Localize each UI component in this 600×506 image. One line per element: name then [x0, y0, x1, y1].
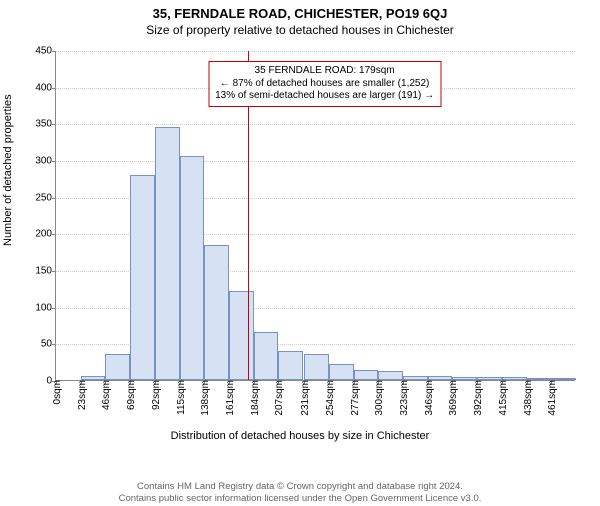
ytick-label: 350: [35, 119, 52, 130]
ytick-label: 200: [35, 229, 52, 240]
xtick-label: 323sqm: [399, 380, 410, 416]
page-title-line1: 35, FERNDALE ROAD, CHICHESTER, PO19 6QJ: [0, 6, 600, 21]
xtick-label: 415sqm: [498, 380, 509, 416]
xtick-label: 46sqm: [101, 380, 112, 410]
ytick-label: 100: [35, 302, 52, 313]
xtick-label: 184sqm: [250, 380, 261, 416]
gridline-h: [56, 124, 575, 125]
histogram-bar: [155, 127, 180, 380]
histogram-bar: [378, 371, 403, 380]
xtick-label: 254sqm: [325, 380, 336, 416]
xtick-label: 461sqm: [547, 380, 558, 416]
chart-container: Number of detached properties 0501001502…: [0, 46, 600, 446]
ytick-mark: [52, 51, 56, 52]
histogram-bar: [354, 370, 379, 380]
ytick-mark: [52, 88, 56, 89]
ytick-mark: [52, 124, 56, 125]
xtick-label: 346sqm: [424, 380, 435, 416]
histogram-bar: [204, 245, 229, 380]
xtick-label: 23sqm: [77, 380, 88, 410]
ytick-label: 450: [35, 46, 52, 57]
xtick-label: 231sqm: [300, 380, 311, 416]
x-axis-label: Distribution of detached houses by size …: [0, 430, 600, 442]
annotation-line: 13% of semi-detached houses are larger (…: [215, 90, 434, 103]
ytick-mark: [52, 161, 56, 162]
xtick-label: 207sqm: [274, 380, 285, 416]
gridline-h: [56, 51, 575, 52]
xtick-label: 300sqm: [374, 380, 385, 416]
histogram-bar: [180, 156, 205, 380]
histogram-bar: [304, 354, 329, 380]
footer-line2: Contains public sector information licen…: [0, 493, 600, 504]
xtick-label: 277sqm: [350, 380, 361, 416]
ytick-label: 250: [35, 192, 52, 203]
histogram-bar: [278, 351, 303, 380]
histogram-bar: [229, 291, 254, 380]
ytick-mark: [52, 234, 56, 235]
histogram-bar: [105, 354, 130, 380]
xtick-label: 92sqm: [151, 380, 162, 410]
footer-attribution: Contains HM Land Registry data © Crown c…: [0, 481, 600, 504]
ytick-mark: [52, 271, 56, 272]
ytick-label: 300: [35, 156, 52, 167]
page-title-line2: Size of property relative to detached ho…: [0, 23, 600, 37]
ytick-label: 400: [35, 82, 52, 93]
annotation-box: 35 FERNDALE ROAD: 179sqm← 87% of detache…: [208, 61, 441, 107]
xtick-label: 0sqm: [52, 380, 63, 404]
xtick-label: 138sqm: [200, 380, 211, 416]
xtick-label: 392sqm: [473, 380, 484, 416]
xtick-label: 115sqm: [176, 380, 187, 415]
ytick-label: 150: [35, 266, 52, 277]
histogram-bar: [254, 332, 279, 380]
annotation-line: 35 FERNDALE ROAD: 179sqm: [215, 65, 434, 78]
histogram-bar: [329, 364, 354, 380]
xtick-label: 69sqm: [126, 380, 137, 410]
plot-area: 0501001502002503003504004500sqm23sqm46sq…: [55, 51, 575, 381]
ytick-mark: [52, 198, 56, 199]
annotation-line: ← 87% of detached houses are smaller (1,…: [215, 78, 434, 91]
y-axis-label: Number of detached properties: [2, 94, 14, 246]
ytick-mark: [52, 308, 56, 309]
ytick-mark: [52, 344, 56, 345]
footer-line1: Contains HM Land Registry data © Crown c…: [0, 481, 600, 492]
gridline-h: [56, 161, 575, 162]
ytick-label: 50: [41, 339, 52, 350]
xtick-label: 161sqm: [225, 380, 236, 416]
histogram-bar: [130, 175, 155, 380]
xtick-label: 438sqm: [523, 380, 534, 416]
xtick-label: 369sqm: [448, 380, 459, 416]
